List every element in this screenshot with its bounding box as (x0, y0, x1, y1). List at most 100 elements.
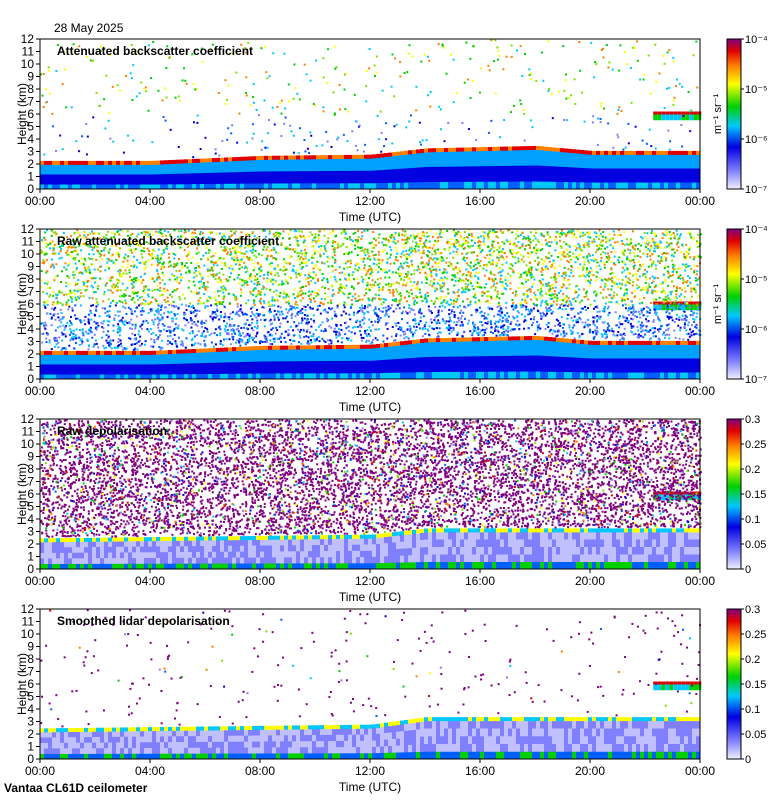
colorbar-tick-label: 0.1 (745, 514, 760, 526)
y-tick-label: 11 (22, 615, 35, 629)
colorbar-tick-label: 0.25 (745, 439, 766, 451)
y-tick-label: 7 (27, 285, 34, 299)
y-tick-label: 10 (21, 247, 35, 261)
colorbar-tick-label: 0.15 (745, 679, 766, 691)
colorbar (726, 38, 742, 190)
y-tick-label: 3 (27, 715, 34, 729)
y-tick-label: 5 (27, 310, 34, 324)
x-tick-label: 12:00 (355, 384, 385, 398)
y-tick-label: 12 (21, 602, 35, 616)
x-tick-label: 16:00 (465, 384, 495, 398)
x-tick-label: 04:00 (135, 764, 165, 778)
heatmap-cells (40, 609, 702, 760)
x-axis-label: Time (UTC) (339, 590, 401, 604)
x-axis-label: Time (UTC) (339, 400, 401, 414)
x-tick-label: 12:00 (355, 764, 385, 778)
x-axis-label: Time (UTC) (339, 780, 401, 794)
heatmap-cells (40, 419, 702, 570)
y-tick-label: 9 (27, 70, 34, 84)
colorbar (726, 228, 742, 380)
x-tick-label: 12:00 (355, 574, 385, 588)
y-axis-label: Height (km) (15, 653, 29, 715)
x-tick-label: 08:00 (245, 384, 275, 398)
y-tick-label: 8 (27, 82, 34, 96)
y-tick-label: 6 (27, 297, 34, 311)
x-tick-label: 04:00 (135, 574, 165, 588)
y-tick-label: 1 (27, 740, 34, 754)
colorbar-unit-label: m⁻¹ sr⁻¹ (712, 284, 724, 325)
y-tick-label: 2 (27, 157, 34, 171)
y-tick-label: 2 (27, 727, 34, 741)
x-tick-label: 08:00 (245, 194, 275, 208)
y-tick-label: 9 (27, 450, 34, 464)
y-tick-label: 0 (27, 182, 34, 196)
instrument-label: Vantaa CL61D ceilometer (4, 781, 148, 795)
y-tick-label: 10 (21, 627, 35, 641)
x-axis-label: Time (UTC) (339, 210, 401, 224)
y-tick-label: 2 (27, 347, 34, 361)
colorbar-tick-label: 0.25 (745, 629, 766, 641)
x-tick-label: 00:00 (25, 194, 55, 208)
colorbar-tick-label: 0.2 (745, 464, 760, 476)
y-tick-label: 2 (27, 537, 34, 551)
x-tick-label: 16:00 (465, 764, 495, 778)
y-tick-label: 5 (27, 120, 34, 134)
heatmap-cells (40, 229, 702, 380)
panel-title: Smoothed lidar depolarisation (57, 614, 230, 628)
y-tick-label: 4 (27, 322, 34, 336)
y-tick-label: 11 (22, 425, 35, 439)
y-tick-label: 0 (27, 752, 34, 766)
panel-title: Raw depolarisation (57, 424, 167, 438)
colorbar-tick-label: 10⁻⁷ (745, 374, 767, 386)
colorbar-tick-label: 10⁻⁶ (745, 134, 768, 146)
y-tick-label: 10 (21, 437, 35, 451)
y-tick-label: 11 (22, 45, 35, 59)
colorbar-tick-label: 10⁻⁵ (745, 84, 768, 96)
y-tick-label: 5 (27, 690, 34, 704)
y-tick-label: 8 (27, 272, 34, 286)
y-tick-label: 6 (27, 677, 34, 691)
colorbar-tick-label: 0.05 (745, 729, 766, 741)
y-tick-label: 6 (27, 107, 34, 121)
y-tick-label: 1 (27, 360, 34, 374)
y-axis-label: Height (km) (15, 463, 29, 525)
heatmap-cells (40, 39, 702, 190)
colorbar (726, 418, 742, 570)
x-tick-label: 00:00 (25, 764, 55, 778)
colorbar-tick-label: 0.3 (745, 604, 760, 616)
x-tick-label: 00:00 (25, 574, 55, 588)
y-tick-label: 3 (27, 145, 34, 159)
y-tick-label: 3 (27, 525, 34, 539)
x-tick-label: 20:00 (575, 384, 605, 398)
y-tick-label: 8 (27, 462, 34, 476)
date-label: 28 May 2025 (54, 21, 124, 35)
x-tick-label: 20:00 (575, 574, 605, 588)
colorbar-tick-label: 10⁻⁴ (745, 224, 768, 236)
x-tick-label: 12:00 (355, 194, 385, 208)
x-tick-label: 16:00 (465, 194, 495, 208)
y-tick-label: 6 (27, 487, 34, 501)
y-tick-label: 1 (27, 170, 34, 184)
colorbar-tick-label: 10⁻⁶ (745, 324, 768, 336)
x-tick-label: 00:00 (685, 384, 715, 398)
y-tick-label: 4 (27, 512, 34, 526)
y-tick-label: 8 (27, 652, 34, 666)
colorbar-tick-label: 0.1 (745, 704, 760, 716)
colorbar (726, 608, 742, 760)
x-tick-label: 00:00 (685, 194, 715, 208)
colorbar-tick-label: 0 (745, 754, 751, 766)
y-tick-label: 11 (22, 235, 35, 249)
y-tick-label: 9 (27, 640, 34, 654)
x-tick-label: 00:00 (685, 574, 715, 588)
y-tick-label: 1 (27, 550, 34, 564)
x-tick-label: 04:00 (135, 384, 165, 398)
y-tick-label: 10 (21, 57, 35, 71)
y-axis-label: Height (km) (15, 273, 29, 335)
colorbar-tick-label: 10⁻⁷ (745, 184, 767, 196)
colorbar-unit-label: m⁻¹ sr⁻¹ (712, 94, 724, 135)
x-tick-label: 08:00 (245, 764, 275, 778)
